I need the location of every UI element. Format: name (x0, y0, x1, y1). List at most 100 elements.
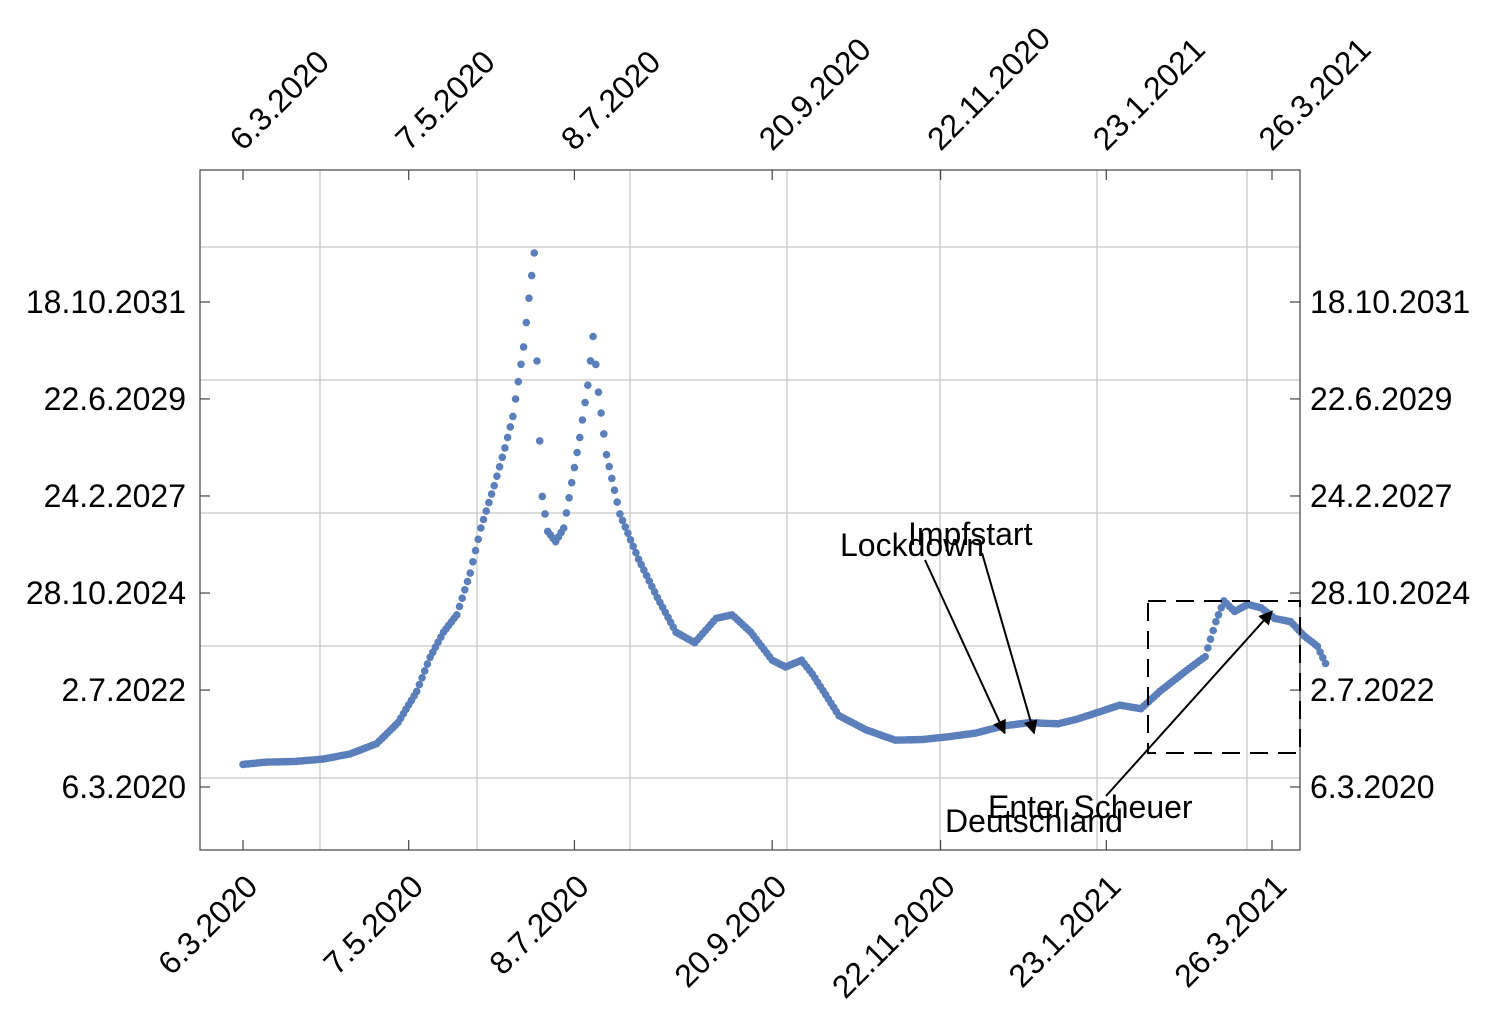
data-point (581, 398, 589, 407)
data-point (493, 472, 501, 481)
data-point (479, 515, 488, 524)
data-point (469, 558, 477, 566)
data-point (525, 294, 533, 303)
data-point (629, 542, 637, 551)
y-tick-label-right: 28.10.2024 (1310, 575, 1470, 611)
y-tick-label-right: 18.10.2031 (1310, 284, 1470, 320)
x-tick-label-top: 6.3.2020 (222, 43, 336, 157)
data-point (578, 416, 587, 424)
data-point (608, 474, 616, 483)
data-point (592, 360, 600, 369)
annotation-label: Lockdown (840, 527, 984, 563)
data-point (1217, 604, 1225, 612)
x-tick-label-top: 7.5.2020 (388, 43, 502, 157)
data-point (511, 395, 520, 403)
data-point (1321, 659, 1330, 668)
data-point (1316, 648, 1324, 656)
data-point (423, 660, 432, 668)
data-point (527, 271, 536, 280)
data-point (1206, 635, 1215, 643)
data-point (565, 494, 573, 502)
y-tick-label: 2.7.2022 (61, 672, 186, 708)
annotation-label: Deutschland (945, 803, 1123, 839)
data-point (466, 569, 475, 577)
data-point (474, 535, 483, 544)
data-point (610, 486, 619, 495)
data-point (485, 498, 493, 507)
x-tick-label: 7.5.2020 (317, 868, 431, 982)
y-tick-label-right: 24.2.2027 (1310, 478, 1452, 514)
x-tick-label-top: 22.11.2020 (920, 20, 1057, 157)
x-tick-label: 20.9.2020 (667, 868, 793, 994)
data-point (418, 674, 426, 682)
plot-frame (199, 169, 1301, 851)
data-point (616, 510, 624, 518)
data-point (415, 680, 424, 689)
data-point (570, 463, 579, 472)
y-tick-label: 22.6.2029 (44, 381, 186, 417)
data-point (632, 548, 640, 557)
data-point (487, 490, 496, 498)
data-point (626, 536, 635, 544)
data-point (594, 388, 603, 397)
data-point (477, 524, 485, 532)
data-point (509, 412, 517, 421)
axis-ticks (200, 170, 1300, 850)
data-point (624, 529, 632, 538)
x-tick-label-top: 23.1.2021 (1086, 31, 1212, 157)
data-point (530, 249, 539, 257)
data-point (514, 377, 523, 386)
data-point (567, 478, 576, 487)
data-point (420, 667, 429, 675)
data-point (621, 523, 629, 531)
data-point (618, 516, 627, 525)
data-point (562, 509, 571, 517)
x-tick-label: 23.1.2021 (1002, 868, 1128, 994)
data-point (1201, 652, 1209, 661)
y-tick-label: 18.10.2031 (26, 284, 186, 320)
annotation-arrow (924, 559, 1006, 735)
data-series (239, 249, 1330, 769)
data-point (589, 332, 597, 341)
data-point (535, 437, 544, 445)
data-point (613, 498, 621, 506)
data-point (517, 360, 525, 369)
data-point (519, 343, 528, 351)
data-point (498, 453, 507, 462)
data-point (506, 423, 515, 431)
data-point (1204, 644, 1212, 652)
y-tick-label-right: 2.7.2022 (1310, 672, 1435, 708)
data-point (1209, 626, 1217, 635)
data-point (541, 510, 549, 518)
data-point (605, 462, 613, 471)
annotation-label: Impfstart (908, 516, 1033, 552)
y-tick-label: 6.3.2020 (61, 769, 186, 805)
x-tick-label-top: 26.3.2021 (1251, 31, 1377, 157)
x-tick-label: 22.11.2020 (825, 868, 962, 1005)
data-point (463, 577, 472, 586)
y-tick-label-right: 6.3.2020 (1310, 769, 1435, 805)
data-point (1313, 642, 1322, 651)
data-point (458, 594, 467, 602)
data-point (522, 318, 531, 327)
data-point (471, 546, 480, 555)
annotation-arrow (1105, 610, 1273, 797)
x-tick-label-top: 8.7.2020 (554, 43, 668, 157)
data-point (1212, 617, 1220, 626)
data-point (584, 381, 592, 390)
x-tick-label: 6.3.2020 (151, 868, 265, 982)
data-point (412, 687, 421, 696)
data-point (501, 444, 509, 452)
data-point (538, 492, 547, 501)
x-tick-label: 8.7.2020 (482, 868, 596, 982)
data-point (1214, 611, 1223, 619)
data-point (495, 463, 504, 471)
y-tick-label-right: 22.6.2029 (1310, 381, 1452, 417)
x-tick-label-top: 20.9.2020 (752, 31, 878, 157)
annotation-label: Enter Scheuer (988, 789, 1193, 825)
data-point (453, 611, 461, 619)
data-point (461, 586, 469, 594)
data-point (602, 450, 611, 459)
y-tick-label: 24.2.2027 (44, 478, 186, 514)
